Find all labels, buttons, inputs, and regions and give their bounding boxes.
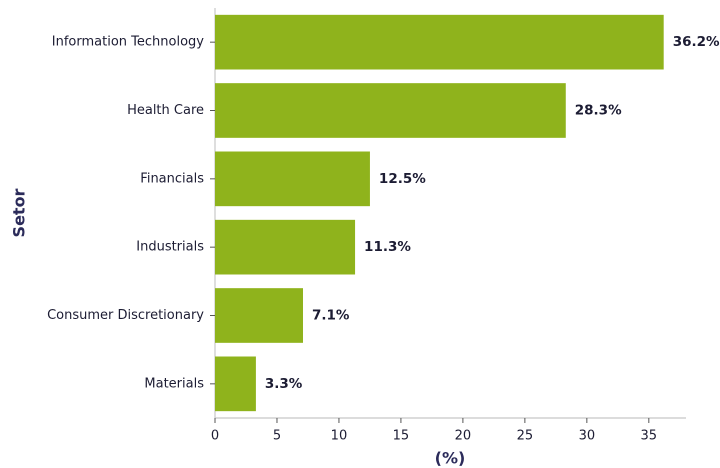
- value-label: 36.2%: [673, 34, 720, 50]
- bar: [215, 151, 370, 207]
- x-tick-label: 20: [455, 429, 472, 444]
- x-tick-label: 10: [331, 429, 348, 444]
- x-axis-label: (%): [435, 449, 466, 468]
- value-label: 11.3%: [364, 239, 411, 255]
- y-axis-label: Setor: [10, 188, 29, 237]
- bar: [215, 14, 664, 70]
- y-tick-label: Industrials: [136, 240, 204, 255]
- y-tick-label: Materials: [144, 376, 204, 391]
- y-tick-label: Health Care: [127, 103, 204, 118]
- x-tick-label: 5: [273, 429, 281, 444]
- value-label: 7.1%: [312, 308, 350, 324]
- x-tick-label: 30: [579, 429, 596, 444]
- bar: [215, 219, 356, 275]
- x-tick-label: 15: [393, 429, 410, 444]
- value-label: 28.3%: [575, 103, 622, 119]
- value-label: 3.3%: [265, 376, 303, 392]
- bar: [215, 356, 256, 412]
- y-tick-label: Financials: [140, 171, 204, 186]
- x-tick-label: 25: [517, 429, 534, 444]
- value-label: 12.5%: [379, 171, 426, 187]
- y-tick-label: Consumer Discretionary: [47, 308, 204, 323]
- bar: [215, 83, 566, 138]
- bar: [215, 288, 304, 343]
- x-tick-label: 0: [211, 429, 219, 444]
- y-tick-label: Information Technology: [52, 35, 205, 50]
- x-tick-label: 35: [641, 429, 658, 444]
